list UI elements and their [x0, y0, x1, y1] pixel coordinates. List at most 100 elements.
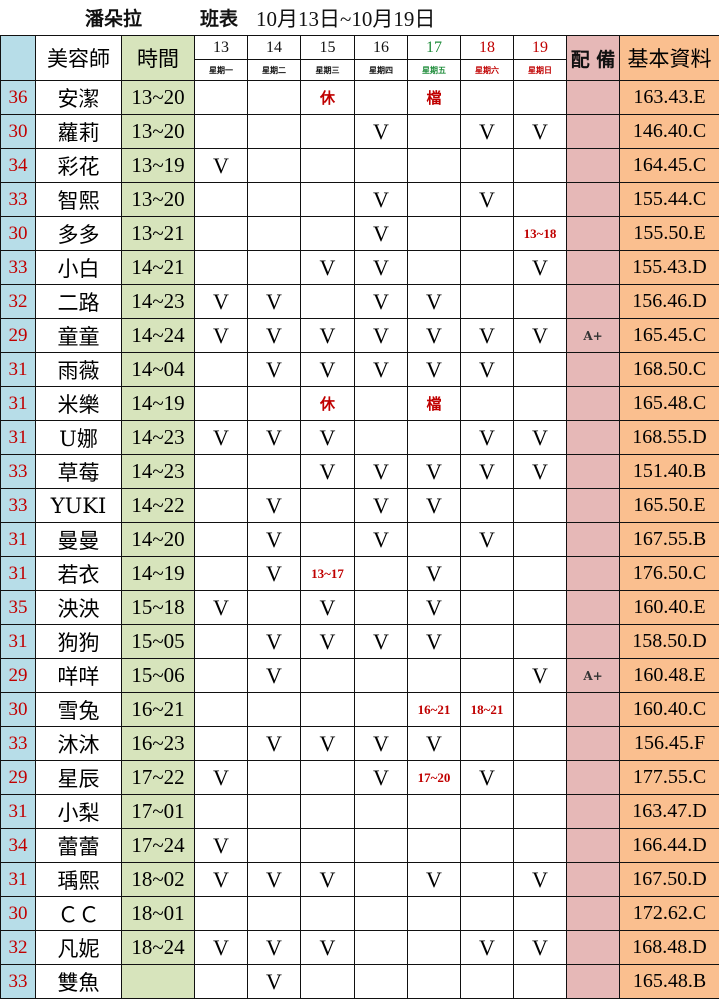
day-cell: V — [461, 319, 514, 353]
day-cell: V — [514, 251, 567, 285]
day-cell: V — [408, 863, 461, 897]
header-weekday-13: 星期一 — [195, 60, 248, 81]
day-cell — [355, 557, 408, 591]
shift-time: 14~19 — [122, 557, 195, 591]
schedule-label: 班表 — [200, 4, 238, 31]
equipment-cell — [567, 965, 620, 999]
day-cell — [195, 115, 248, 149]
day-cell — [248, 81, 301, 115]
age-cell: 34 — [1, 829, 36, 863]
info-cell: 163.43.E — [620, 81, 719, 115]
stylist-name: 星辰 — [36, 761, 122, 795]
shift-time: 16~23 — [122, 727, 195, 761]
shift-time: 14~04 — [122, 353, 195, 387]
day-cell — [461, 625, 514, 659]
day-cell — [408, 795, 461, 829]
day-cell: V — [301, 591, 355, 625]
shift-time: 14~24 — [122, 319, 195, 353]
equipment-cell — [567, 897, 620, 931]
day-cell — [461, 149, 514, 183]
day-cell — [301, 523, 355, 557]
day-cell — [301, 115, 355, 149]
day-cell — [248, 115, 301, 149]
info-cell: 156.46.D — [620, 285, 719, 319]
day-cell: V — [248, 931, 301, 965]
day-cell — [461, 557, 514, 591]
day-cell — [301, 659, 355, 693]
schedule-title: 潘朵拉 班表 10月13日~10月19日 — [0, 0, 719, 35]
day-cell: V — [195, 863, 248, 897]
equipment-cell — [567, 387, 620, 421]
day-cell: V — [461, 115, 514, 149]
equipment-cell — [567, 183, 620, 217]
day-cell — [408, 149, 461, 183]
age-cell: 30 — [1, 897, 36, 931]
day-cell: V — [355, 489, 408, 523]
age-cell: 33 — [1, 489, 36, 523]
equipment-cell: A+ — [567, 319, 620, 353]
info-cell: 160.40.C — [620, 693, 719, 727]
day-cell: V — [301, 421, 355, 455]
day-cell: V — [301, 625, 355, 659]
day-cell — [461, 863, 514, 897]
header-weekday-17: 星期五 — [408, 60, 461, 81]
day-cell — [355, 931, 408, 965]
stylist-name: 雨薇 — [36, 353, 122, 387]
day-cell: V — [301, 251, 355, 285]
shift-time — [122, 965, 195, 999]
day-cell: V — [355, 523, 408, 557]
day-cell: 休 — [301, 81, 355, 115]
age-cell: 31 — [1, 353, 36, 387]
day-cell — [514, 285, 567, 319]
day-cell: V — [248, 421, 301, 455]
day-cell — [301, 897, 355, 931]
day-cell — [195, 693, 248, 727]
age-cell: 31 — [1, 795, 36, 829]
day-cell — [248, 183, 301, 217]
day-cell: V — [514, 115, 567, 149]
day-cell — [514, 523, 567, 557]
header-day-14: 14 — [248, 36, 301, 60]
info-cell: 158.50.D — [620, 625, 719, 659]
day-cell — [301, 829, 355, 863]
day-cell — [408, 931, 461, 965]
day-cell — [301, 149, 355, 183]
shift-time: 18~24 — [122, 931, 195, 965]
age-cell: 31 — [1, 863, 36, 897]
day-cell: V — [461, 183, 514, 217]
day-cell: V — [355, 319, 408, 353]
info-cell: 177.55.C — [620, 761, 719, 795]
day-cell: V — [355, 727, 408, 761]
day-cell — [514, 353, 567, 387]
day-cell: V — [248, 863, 301, 897]
day-cell: V — [301, 353, 355, 387]
date-range: 10月13日~10月19日 — [256, 3, 435, 33]
day-cell: V — [514, 863, 567, 897]
stylist-name: 智熙 — [36, 183, 122, 217]
day-cell — [461, 727, 514, 761]
info-cell: 165.45.C — [620, 319, 719, 353]
day-cell: V — [248, 625, 301, 659]
day-cell: V — [248, 659, 301, 693]
day-cell: V — [195, 319, 248, 353]
day-cell: V — [408, 625, 461, 659]
stylist-name: 瑀熙 — [36, 863, 122, 897]
day-cell — [248, 387, 301, 421]
shift-time: 15~05 — [122, 625, 195, 659]
day-cell: V — [408, 455, 461, 489]
day-cell — [355, 863, 408, 897]
shift-time: 13~21 — [122, 217, 195, 251]
stylist-name: 草莓 — [36, 455, 122, 489]
day-cell: V — [355, 217, 408, 251]
shift-time: 15~18 — [122, 591, 195, 625]
day-cell — [461, 387, 514, 421]
day-cell — [355, 965, 408, 999]
